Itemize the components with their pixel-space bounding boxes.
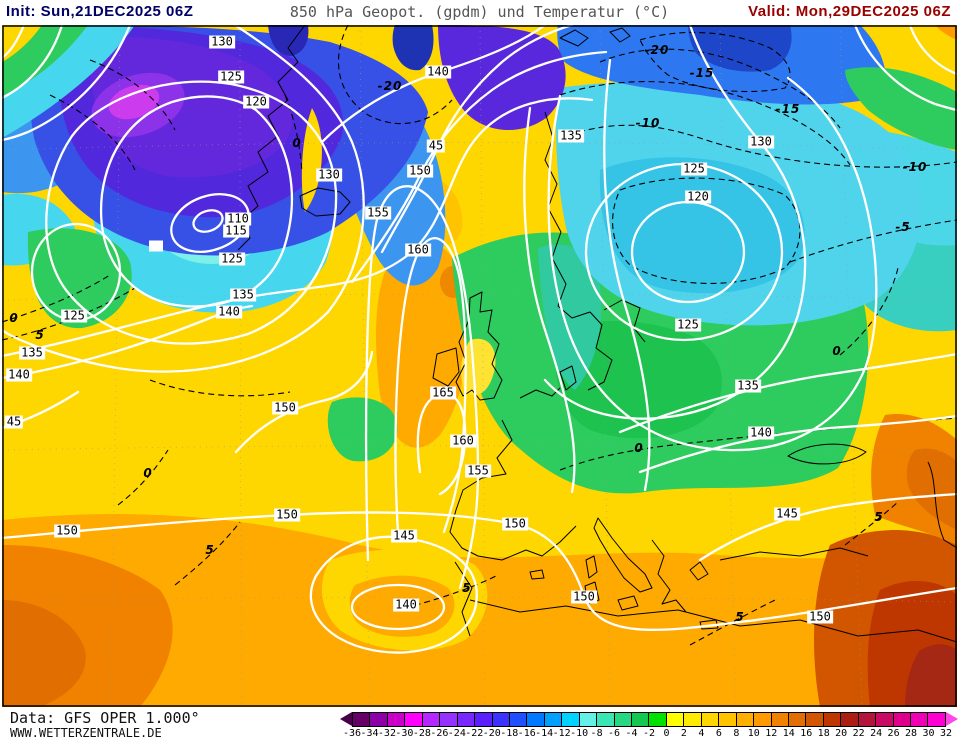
colorbar-tick-label: 32 xyxy=(939,728,953,739)
colorbar-cell xyxy=(544,713,563,726)
colorbar-tick-label: -16 xyxy=(517,728,536,739)
colorbar-cell xyxy=(736,713,755,726)
colorbar-tick-label: -36 xyxy=(342,728,362,739)
colorbar-cells xyxy=(352,712,946,727)
colorbar-tick-label: -4 xyxy=(625,728,638,739)
colorbar-ticks: -36 -34 -32 -30 -28 -26 -24 -22 -20 -18 -16 -14 -12-… xyxy=(343,728,952,740)
colorbar-right-overflow-triangle xyxy=(946,712,958,726)
colorbar-tick-label: 10 xyxy=(747,728,760,739)
colorbar-cell xyxy=(841,713,859,726)
colorbar-cell xyxy=(475,713,493,726)
colorbar-tick-label: -26 xyxy=(430,728,449,739)
colorbar-tick-label: 4 xyxy=(698,728,705,739)
colorbar-cell xyxy=(370,713,388,726)
colorbar-cell xyxy=(353,713,371,726)
colorbar-cell xyxy=(911,713,929,726)
colorbar-cell xyxy=(684,713,702,726)
colorbar-cell xyxy=(788,713,807,726)
colorbar-cell xyxy=(649,713,667,726)
colorbar-cell xyxy=(701,713,720,726)
colorbar-cell xyxy=(876,713,894,726)
colorbar-cell xyxy=(666,713,685,726)
colorbar-left-overflow-triangle xyxy=(340,712,352,726)
colorbar-tick-label: -20 xyxy=(482,728,501,739)
colorbar-tick-label: 14 xyxy=(782,728,795,739)
colorbar-tick-label: -10 xyxy=(570,728,589,739)
footer-bar: Data: GFS OPER 1.000° WWW.WETTERZENTRALE… xyxy=(0,707,959,741)
valid-time-label: Valid: Mon,29DEC2025 06Z xyxy=(748,3,951,20)
colorbar-cell xyxy=(806,713,824,726)
colorbar-cell xyxy=(387,713,406,726)
temperature-contours xyxy=(2,25,957,646)
colorbar-tick-label: 26 xyxy=(887,728,900,739)
colorbar-cell xyxy=(632,713,650,726)
colorbar-cell xyxy=(405,713,423,726)
colorbar-cell xyxy=(597,713,615,726)
colorbar-tick-label: 22 xyxy=(852,728,865,739)
geopotential-contours xyxy=(2,25,957,654)
colorbar-cell xyxy=(928,713,945,726)
colorbar-tick-label: -8 xyxy=(590,728,603,739)
colorbar-tick-label: 8 xyxy=(733,728,740,739)
colorbar-cell xyxy=(440,713,458,726)
website-label: WWW.WETTERZENTRALE.DE xyxy=(10,726,162,740)
colorbar-cell xyxy=(527,713,545,726)
coastlines xyxy=(237,25,957,643)
colorbar-tick-label: -24 xyxy=(447,728,466,739)
data-source-label: Data: GFS OPER 1.000° xyxy=(10,709,200,727)
map-title: 850 hPa Geopot. (gpdm) und Temperatur (°… xyxy=(289,3,670,21)
colorbar-cell xyxy=(719,713,737,726)
colorbar-cell xyxy=(579,713,598,726)
colorbar-tick-label: 18 xyxy=(817,728,830,739)
colorbar-tick-label: 30 xyxy=(922,728,935,739)
temperature-field xyxy=(2,25,957,707)
colorbar-tick-label: -14 xyxy=(535,728,554,739)
colorbar-cell xyxy=(858,713,877,726)
colorbar-tick-label: 16 xyxy=(800,728,813,739)
colorbar-tick-label: 6 xyxy=(715,728,722,739)
colorbar-cell xyxy=(754,713,772,726)
map-frame xyxy=(2,25,957,707)
colorbar-cell xyxy=(562,713,580,726)
colorbar-cell xyxy=(771,713,789,726)
colorbar-tick-label: 28 xyxy=(905,728,918,739)
colorbar-cell xyxy=(509,713,528,726)
colorbar-tick-label: -32 xyxy=(377,728,396,739)
colorbar-tick-label: 2 xyxy=(680,728,687,739)
colorbar-cell xyxy=(422,713,441,726)
colorbar-cell xyxy=(823,713,842,726)
graticule xyxy=(2,25,957,707)
colorbar-tick-label: -6 xyxy=(608,728,621,739)
header-bar: Init: Sun,21DEC2025 06Z 850 hPa Geopot. … xyxy=(0,0,959,25)
colorbar-cell xyxy=(614,713,632,726)
colorbar-tick-label: -2 xyxy=(642,728,656,739)
colorbar-tick-label: -22 xyxy=(465,728,484,739)
colorbar-tick-label: 24 xyxy=(870,728,883,739)
colorbar-tick-label: 12 xyxy=(765,728,778,739)
colorbar-tick-label: -18 xyxy=(500,728,519,739)
colorbar-tick-label: -30 xyxy=(395,728,414,739)
colorbar-tick-label: -28 xyxy=(412,728,431,739)
colorbar-tick-label: 20 xyxy=(835,728,848,739)
colorbar-cell xyxy=(457,713,476,726)
colorbar-tick-label: 0 xyxy=(663,728,670,739)
colorbar-tick-label: -34 xyxy=(360,728,379,739)
colorbar-cell xyxy=(893,713,911,726)
init-time-label: Init: Sun,21DEC2025 06Z xyxy=(6,3,194,20)
colorbar-cell xyxy=(492,713,510,726)
colorbar-tick-label: -12 xyxy=(552,728,571,739)
